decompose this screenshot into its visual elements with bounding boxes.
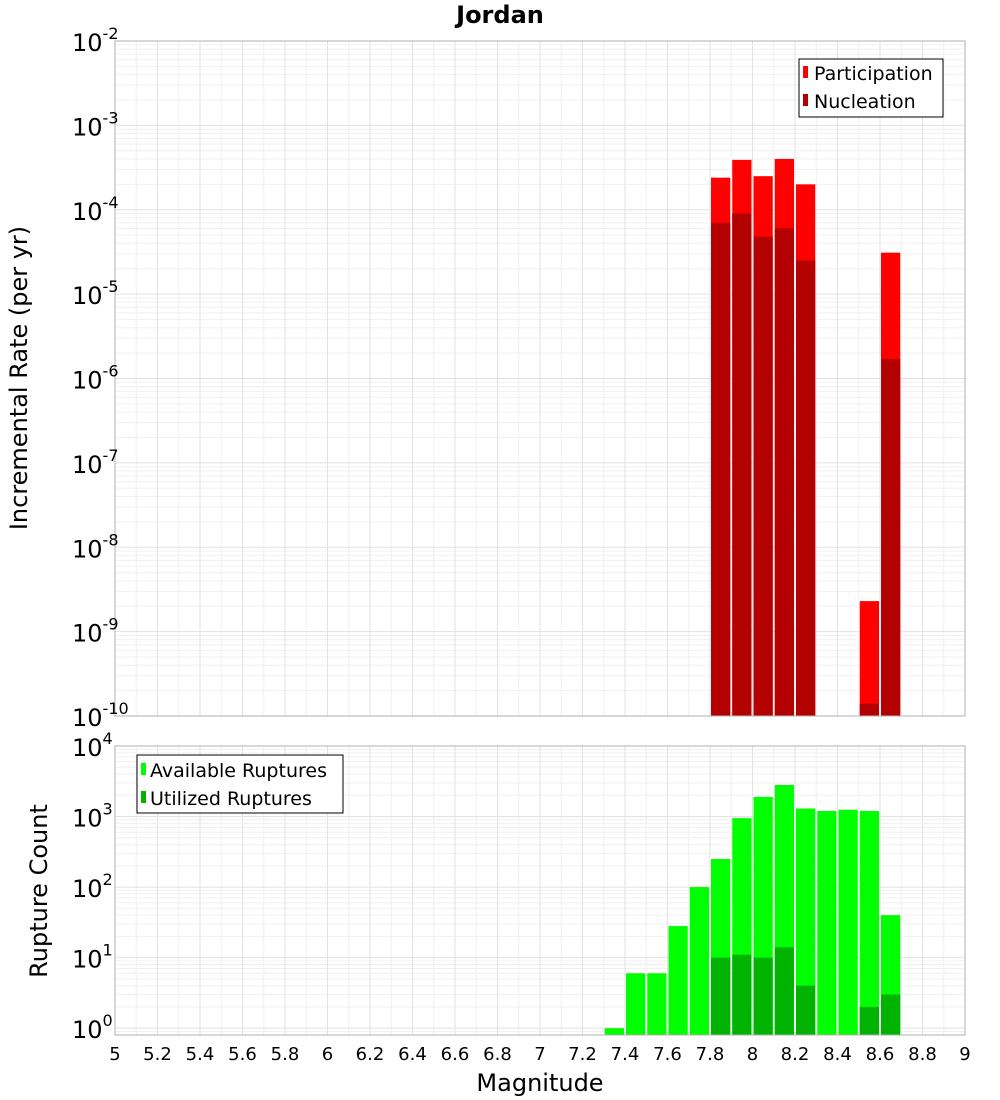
bar-utilized-ruptures: [796, 985, 816, 1035]
bar-available-ruptures: [838, 809, 858, 1035]
bar-nucleation: [796, 260, 816, 716]
legend-swatch-available: [141, 763, 146, 775]
top-plot-frame: [114, 40, 966, 717]
bottom-y-axis-label: Rupture Count: [25, 804, 53, 978]
bar-available-ruptures: [796, 808, 816, 1035]
legend-label-nucleation: Nucleation: [814, 91, 916, 113]
bar-utilized-ruptures: [881, 994, 901, 1035]
bar-nucleation: [859, 703, 879, 716]
bottom-panel: 100 101 102 103 104 5 5.2 5.4 5.6 5.8 6 6.2 6.4 6.6 6…: [25, 729, 971, 1097]
legend-swatch-participation: [803, 66, 808, 78]
x-tick-label: 8.6: [866, 1044, 895, 1065]
legend-swatch-utilized: [141, 791, 146, 803]
y-tick-label: 10-2: [72, 24, 119, 57]
bottom-plot-frame: [114, 745, 966, 1036]
y-tick-label: 102: [72, 870, 113, 903]
legend-label-participation: Participation: [814, 63, 933, 85]
legend-swatch-nucleation: [803, 94, 808, 106]
bar-available-ruptures: [626, 973, 646, 1035]
y-tick-label: 10-7: [72, 446, 119, 479]
x-tick-label: 6.6: [441, 1044, 470, 1065]
bar-available-ruptures: [604, 1028, 624, 1035]
top-legend-box: [798, 58, 944, 118]
y-tick-label: 103: [72, 800, 113, 833]
top-panel: 10-10 10-9 10-8 10-7 10-6 10-5 10-4 10-3 10-2 In…: [5, 24, 966, 732]
x-tick-label: 7.6: [653, 1044, 682, 1065]
x-tick-label: 6.4: [398, 1044, 427, 1065]
bar-nucleation: [753, 236, 773, 716]
y-tick-label: 10-9: [72, 615, 119, 648]
bar-available-ruptures: [859, 810, 879, 1035]
x-tick-label: 8: [747, 1044, 758, 1065]
x-tick-label: 7.2: [568, 1044, 597, 1065]
x-tick-label: 8.2: [781, 1044, 810, 1065]
top-legend: Participation Nucleation: [798, 58, 944, 118]
x-ticks: 5 5.2 5.4 5.6 5.8 6 6.2 6.4 6.6 6.8 7 7.2 7.4 7.6 7.8 8…: [109, 1044, 970, 1065]
x-tick-label: 5.2: [143, 1044, 172, 1065]
bar-nucleation: [881, 359, 901, 716]
x-tick-label: 8.4: [823, 1044, 852, 1065]
y-tick-label: 104: [72, 729, 113, 762]
bar-available-ruptures: [647, 973, 667, 1035]
x-tick-label: 7.8: [696, 1044, 725, 1065]
y-tick-label: 100: [72, 1011, 113, 1044]
x-tick-label: 5.6: [228, 1044, 257, 1065]
y-tick-label: 10-4: [72, 193, 119, 226]
x-tick-label: 5.4: [186, 1044, 215, 1065]
y-tick-label: 10-3: [72, 108, 119, 141]
x-tick-label: 6.8: [483, 1044, 512, 1065]
x-tick-label: 6: [322, 1044, 333, 1065]
top-y-axis-label: Incremental Rate (per yr): [5, 226, 33, 530]
bar-utilized-ruptures: [732, 954, 752, 1035]
y-tick-label: 10-10: [72, 699, 129, 732]
x-tick-label: 8.8: [908, 1044, 937, 1065]
bar-participation: [859, 601, 879, 716]
top-grid: [114, 41, 966, 716]
legend-label-utilized: Utilized Ruptures: [150, 788, 312, 810]
bottom-bars: [604, 784, 901, 1035]
bar-nucleation: [732, 213, 752, 717]
bar-utilized-ruptures: [711, 957, 731, 1035]
bar-utilized-ruptures: [753, 957, 773, 1035]
top-y-ticks: 10-10 10-9 10-8 10-7 10-6 10-5 10-4 10-3 10-2: [72, 24, 129, 732]
bar-available-ruptures: [817, 810, 837, 1035]
bar-utilized-ruptures: [859, 1006, 879, 1035]
bar-nucleation: [711, 222, 731, 716]
y-tick-label: 10-5: [72, 277, 119, 310]
x-tick-label: 7: [534, 1044, 545, 1065]
bar-utilized-ruptures: [774, 947, 794, 1035]
chart-title: Jordan: [454, 1, 544, 29]
x-tick-label: 7.4: [611, 1044, 640, 1065]
x-tick-label: 9: [959, 1044, 970, 1065]
y-tick-label: 101: [72, 941, 113, 974]
x-tick-label: 5.8: [271, 1044, 300, 1065]
x-axis-label: Magnitude: [476, 1069, 603, 1097]
x-tick-label: 5: [109, 1044, 120, 1065]
bar-available-ruptures: [689, 887, 709, 1035]
bottom-y-ticks: 100 101 102 103 104: [72, 729, 113, 1044]
y-tick-label: 10-8: [72, 530, 119, 563]
x-tick-label: 6.2: [356, 1044, 385, 1065]
top-bars: [711, 158, 901, 717]
bar-available-ruptures: [668, 926, 688, 1035]
bottom-legend: Available Ruptures Utilized Ruptures: [136, 754, 344, 814]
y-tick-label: 10-6: [72, 362, 119, 395]
legend-label-available: Available Ruptures: [150, 760, 327, 782]
bottom-legend-box: [136, 754, 344, 814]
bar-nucleation: [774, 228, 794, 716]
